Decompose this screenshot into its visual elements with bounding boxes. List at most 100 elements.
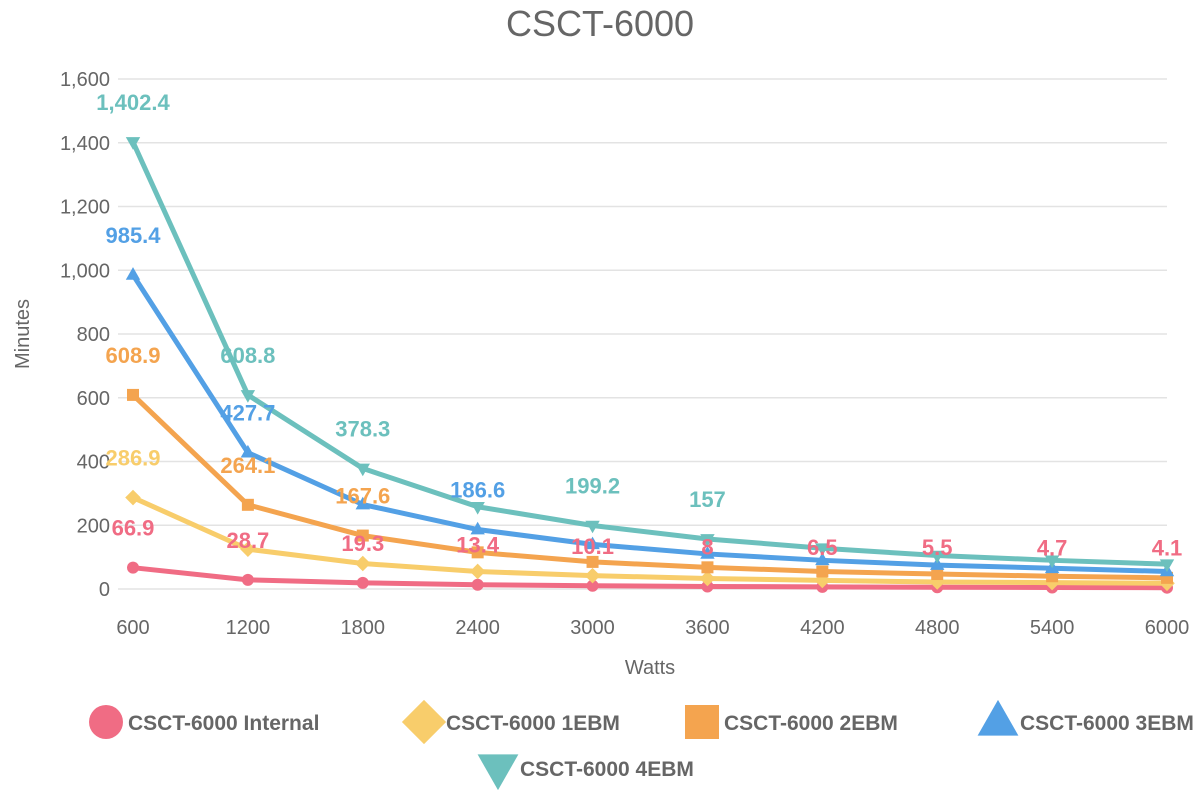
x-tick-label: 4200 (800, 617, 845, 639)
data-label: 4.7 (1037, 536, 1068, 561)
x-tick-label: 5400 (1030, 617, 1075, 639)
legend-label: CSCT-6000 3EBM (1020, 712, 1194, 735)
data-point (469, 563, 486, 580)
y-tick-label: 1,400 (60, 133, 110, 155)
data-label: 10.1 (571, 534, 614, 559)
data-point (355, 463, 370, 477)
legend-item: CSCT-6000 4EBM (477, 754, 694, 791)
x-axis-label: Watts (625, 657, 675, 679)
data-point (471, 546, 484, 559)
data-point (356, 576, 369, 589)
data-label: 5.5 (922, 535, 953, 560)
data-point (586, 555, 599, 568)
data-label: 427.7 (220, 401, 275, 426)
data-label: 6.5 (807, 535, 838, 560)
series-4 (125, 137, 1175, 572)
legend-item: CSCT-6000 2EBM (685, 705, 898, 739)
x-tick-label: 1200 (226, 617, 271, 639)
data-point (356, 529, 369, 542)
chart-title: CSCT-6000 (506, 3, 694, 44)
data-point (240, 541, 256, 557)
y-axis-label: Minutes (12, 299, 34, 369)
data-point (241, 498, 254, 511)
series-line (131, 495, 1168, 586)
data-point (815, 543, 830, 556)
y-tick-label: 1,600 (60, 69, 110, 91)
data-point (1046, 570, 1059, 583)
circle-legend-icon (89, 705, 123, 739)
data-point (699, 570, 716, 587)
data-label: 186.6 (450, 478, 505, 503)
legend-item: CSCT-6000 1EBM (401, 699, 620, 745)
data-point (931, 568, 944, 581)
data-label: 13.4 (456, 533, 500, 558)
data-point (584, 567, 601, 584)
data-point (354, 555, 371, 572)
y-tick-label: 1,000 (60, 260, 110, 282)
legend-label: CSCT-6000 1EBM (446, 712, 620, 735)
x-tick-label: 1800 (341, 617, 386, 639)
data-point (700, 546, 715, 559)
data-label: 157 (689, 487, 726, 512)
series-2 (127, 388, 1173, 584)
x-tick-label: 600 (116, 617, 149, 639)
series-line (131, 393, 1168, 581)
data-point (930, 557, 945, 570)
data-label: 66.9 (112, 516, 155, 541)
y-tick-label: 0 (99, 579, 110, 601)
data-point (586, 579, 599, 592)
data-label: 1,402.4 (96, 90, 170, 115)
data-point (1159, 559, 1175, 572)
data-point (701, 580, 714, 593)
data-point (125, 267, 141, 280)
legend-item: CSCT-6000 Internal (89, 705, 319, 739)
data-point (355, 496, 370, 510)
legend-label: CSCT-6000 2EBM (724, 712, 898, 735)
data-label: 19.3 (341, 531, 384, 556)
data-point (700, 534, 715, 547)
data-point (127, 388, 139, 401)
legend-item: CSCT-6000 3EBM (977, 699, 1194, 736)
series-line (130, 140, 1168, 567)
data-point (585, 536, 600, 550)
data-point (1044, 555, 1060, 569)
data-point (125, 489, 141, 506)
data-point (241, 573, 254, 586)
data-label: 167.6 (335, 484, 390, 509)
data-point (125, 137, 141, 150)
diamond-legend-icon (401, 699, 447, 745)
data-point (127, 561, 139, 574)
x-tick-label: 2400 (455, 617, 500, 639)
y-tick-label: 600 (77, 388, 110, 410)
data-label: 286.9 (105, 446, 160, 471)
data-point (471, 578, 484, 591)
data-point (815, 552, 830, 566)
data-label: 608.8 (220, 343, 275, 368)
data-label: 608.9 (105, 343, 160, 368)
legend-label: CSCT-6000 4EBM (520, 758, 694, 781)
data-label: 28.7 (226, 528, 269, 553)
data-label: 4.1 (1152, 536, 1183, 561)
x-tick-label: 4800 (915, 617, 960, 639)
y-tick-label: 800 (77, 324, 110, 346)
data-point (240, 390, 256, 403)
data-label: 378.3 (335, 416, 390, 441)
data-point (585, 520, 600, 534)
data-label: 199.2 (565, 474, 620, 499)
y-tick-label: 400 (77, 452, 110, 474)
series-line (132, 565, 1168, 591)
x-tick-label: 3000 (570, 617, 615, 639)
triangle-legend-icon (977, 699, 1019, 736)
data-label: 8 (701, 534, 713, 559)
data-point (930, 550, 945, 564)
y-tick-label: 1,200 (60, 197, 110, 219)
legend-label: CSCT-6000 Internal (128, 712, 319, 735)
data-point (240, 444, 256, 458)
x-tick-label: 3600 (685, 617, 730, 639)
data-label: 985.4 (105, 223, 161, 248)
data-label: 264.1 (220, 453, 275, 478)
data-point (470, 501, 485, 515)
y-tick-label: 200 (77, 515, 110, 537)
series-line (130, 273, 1168, 574)
